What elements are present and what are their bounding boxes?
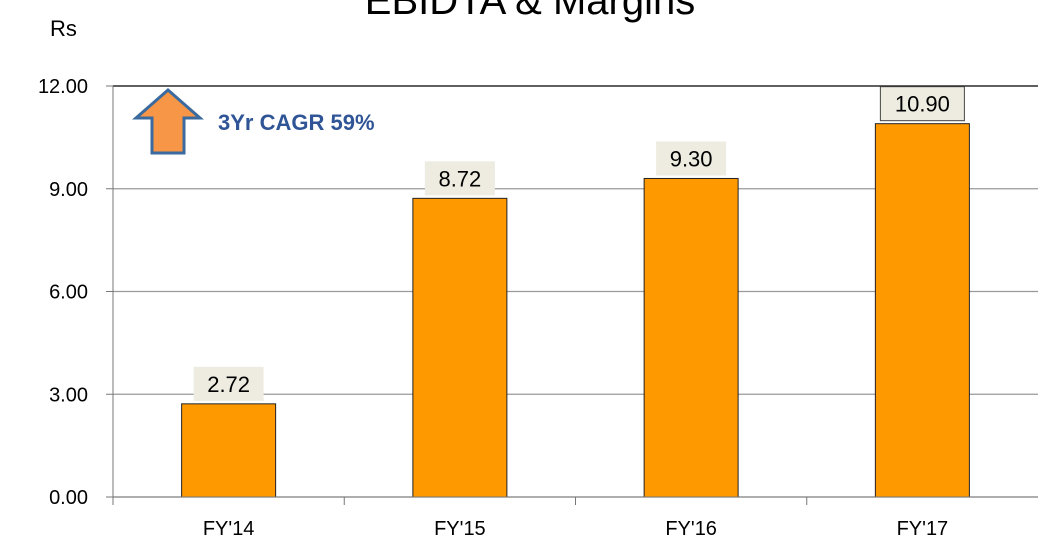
y-tick-label: 12.00 [38,76,88,98]
bar [643,177,739,498]
y-tick-label: 3.00 [49,384,88,406]
y-tick-label: 6.00 [49,282,88,304]
chart-title: EBIDTA & Margins [365,0,695,23]
data-label-box [656,141,727,176]
data-label: 8.72 [438,166,481,191]
data-label-box [193,366,264,401]
y-tick-label: 9.00 [49,179,88,201]
y-tick-label: 0.00 [49,487,88,509]
data-label: 9.30 [670,146,713,171]
annotation: 3Yr CAGR 59% [218,110,375,135]
data-label-box [424,161,495,196]
data-label-box [879,86,965,122]
data-label: 2.72 [207,372,250,397]
bar [412,197,508,498]
data-label: 10.90 [895,92,950,117]
bar [181,403,277,498]
y-axis-label: Rs [50,16,77,41]
cagr-arrow [132,88,204,155]
x-tick-label: FY'16 [665,518,717,540]
arrow-icon [132,88,204,155]
x-tick-label: FY'17 [897,518,949,540]
x-tick-label: FY'14 [203,518,255,540]
x-tick-label: FY'15 [434,518,486,540]
bar [874,123,970,498]
